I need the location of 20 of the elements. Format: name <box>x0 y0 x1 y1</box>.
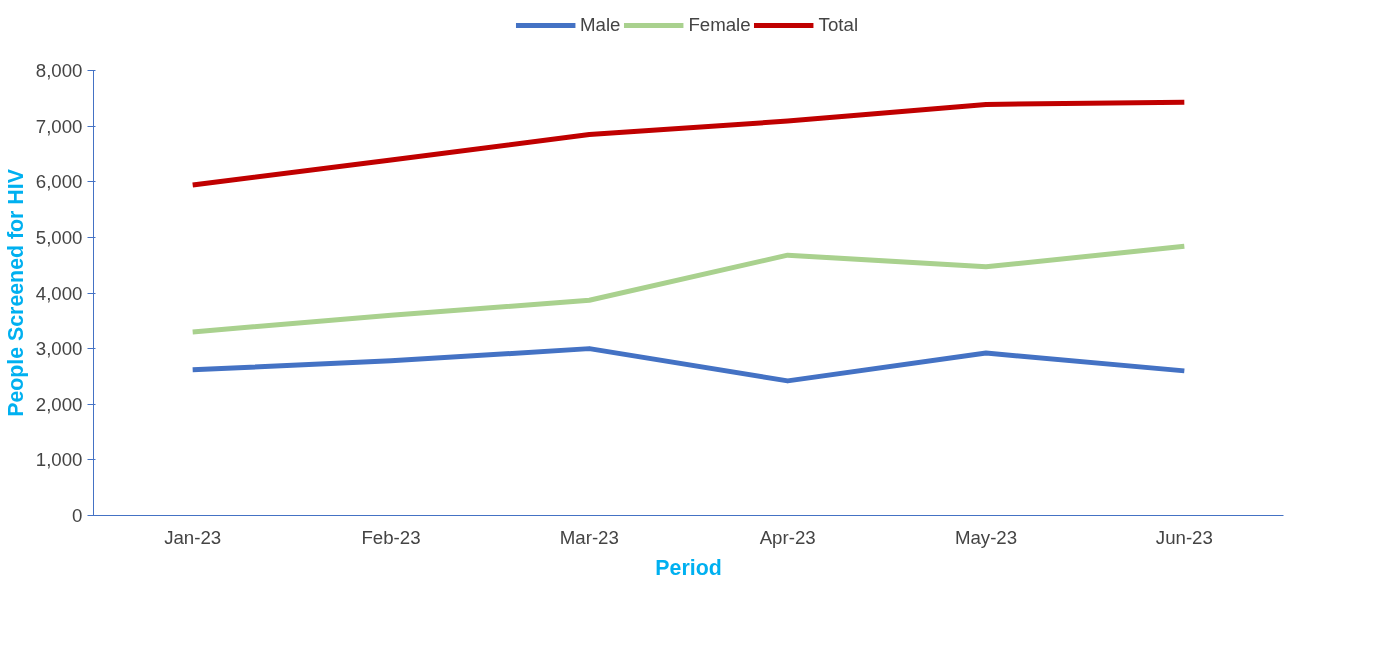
y-tick-label: 0 <box>72 505 83 526</box>
y-tick-label: 8,000 <box>35 60 83 81</box>
y-tick-label: 2,000 <box>35 393 83 415</box>
x-tick-label: Apr-23 <box>759 526 816 548</box>
y-tick-label: 1,000 <box>35 449 83 471</box>
y-tick-label: 4,000 <box>35 282 83 304</box>
legend-label: Total <box>818 14 859 36</box>
x-tick-label: Mar-23 <box>559 526 619 548</box>
legend-label: Male <box>579 14 621 36</box>
y-tick-label: 7,000 <box>35 115 83 137</box>
x-tick-label: Feb-23 <box>361 526 421 548</box>
x-tick-label: Jun-23 <box>1155 526 1213 548</box>
x-tick-label: Jan-23 <box>164 526 222 548</box>
x-tick-label: May-23 <box>954 526 1018 548</box>
x-axis-title: Period <box>655 555 722 580</box>
y-tick-label: 6,000 <box>35 171 83 193</box>
y-tick-label: 5,000 <box>35 226 83 248</box>
y-tick-label: 3,000 <box>35 338 83 360</box>
legend-label: Female <box>688 14 751 36</box>
y-axis-title: People Screened for HIV <box>3 168 28 417</box>
